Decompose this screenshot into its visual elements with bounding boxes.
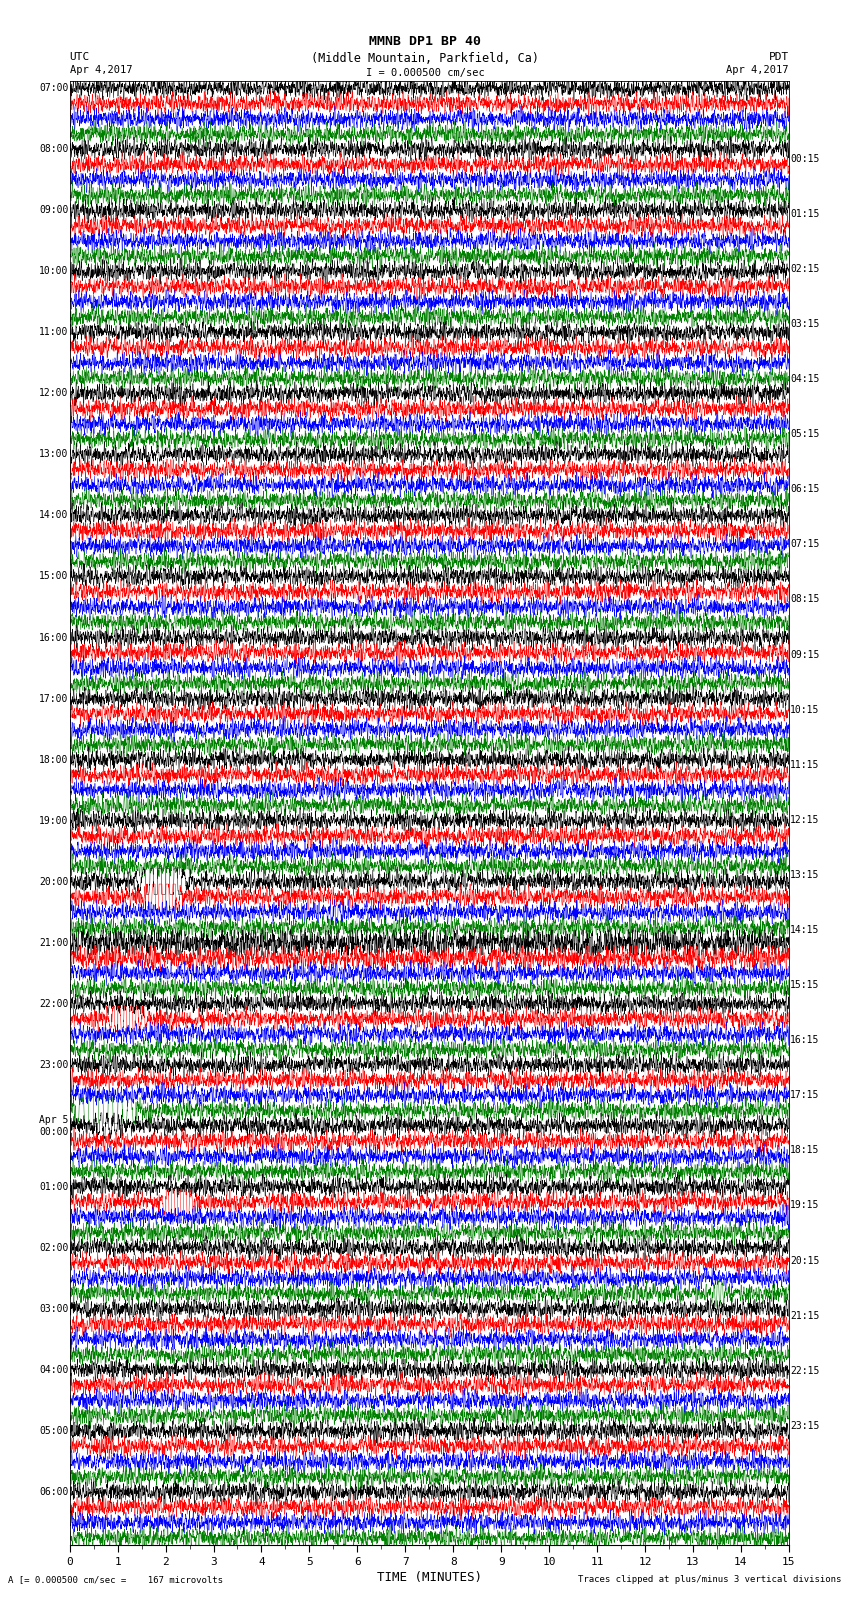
Text: MMNB DP1 BP 40: MMNB DP1 BP 40 (369, 35, 481, 48)
Text: A [= 0.000500 cm/sec =    167 microvolts: A [= 0.000500 cm/sec = 167 microvolts (8, 1574, 224, 1584)
Text: I = 0.000500 cm/sec: I = 0.000500 cm/sec (366, 68, 484, 77)
Text: (Middle Mountain, Parkfield, Ca): (Middle Mountain, Parkfield, Ca) (311, 52, 539, 65)
X-axis label: TIME (MINUTES): TIME (MINUTES) (377, 1571, 482, 1584)
Text: UTC: UTC (70, 52, 90, 61)
Text: Apr 4,2017: Apr 4,2017 (70, 65, 133, 74)
Text: Traces clipped at plus/minus 3 vertical divisions: Traces clipped at plus/minus 3 vertical … (578, 1574, 842, 1584)
Text: PDT: PDT (768, 52, 789, 61)
Text: Apr 4,2017: Apr 4,2017 (726, 65, 789, 74)
